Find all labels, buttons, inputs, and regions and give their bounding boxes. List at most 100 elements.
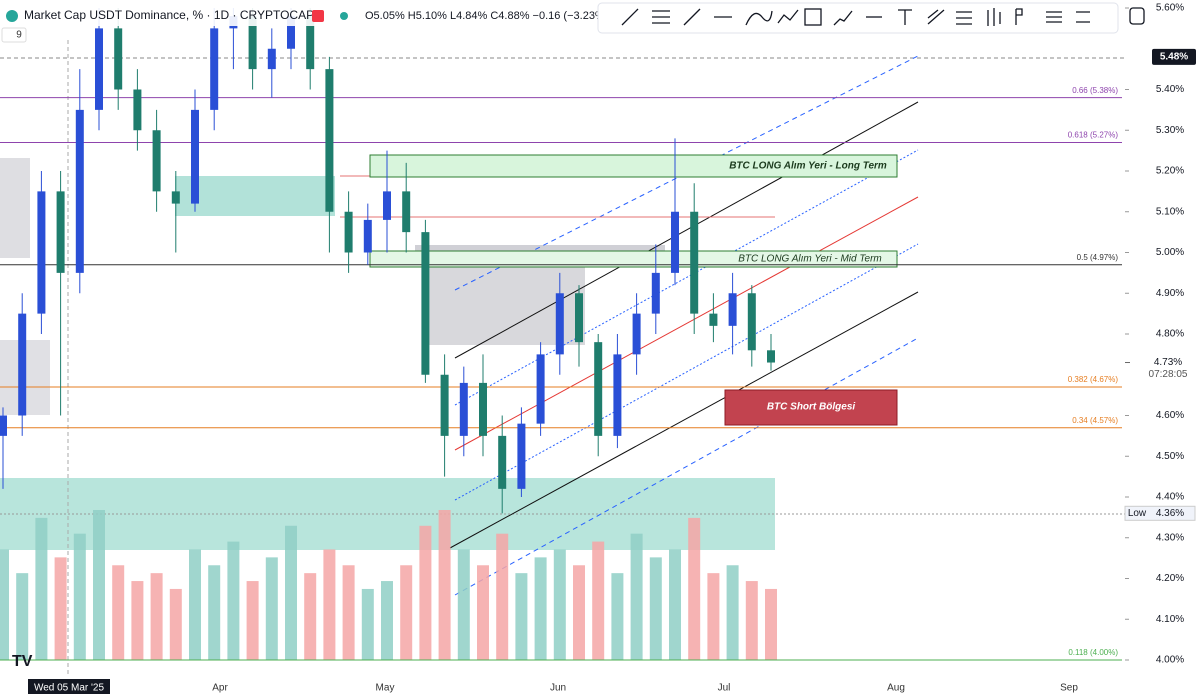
- current-price: 4.73%: [1154, 357, 1182, 368]
- volume-bar: [0, 549, 9, 660]
- candle-body: [363, 219, 372, 253]
- volume-bar: [112, 565, 125, 660]
- candle-body: [709, 313, 718, 326]
- date-label: Wed 05 Mar '25: [34, 683, 105, 694]
- y-tick-label: 5.60%: [1156, 3, 1184, 14]
- fib-label: 0.5 (4.97%): [1077, 253, 1119, 262]
- volume-bar: [54, 557, 67, 660]
- tool[interactable]: [927, 9, 945, 25]
- low-box: [1124, 505, 1196, 521]
- date-box: [28, 679, 110, 694]
- tool[interactable]: [898, 9, 912, 25]
- candle-body: [517, 423, 526, 489]
- tool[interactable]: [621, 8, 639, 26]
- candle-body: [594, 342, 603, 436]
- candle-body: [671, 211, 679, 273]
- y-tick-label: 5.40%: [1156, 84, 1184, 95]
- candle-body: [56, 191, 65, 273]
- time-axis: [0, 676, 1125, 694]
- channel-mid: [454, 196, 919, 451]
- tool[interactable]: [745, 10, 773, 26]
- date-label: Jul: [718, 683, 731, 694]
- volume-bar: [630, 533, 643, 660]
- tool[interactable]: [804, 8, 822, 26]
- tool[interactable]: [956, 11, 972, 25]
- zones: [0, 40, 1125, 680]
- candle-body: [0, 415, 7, 436]
- volume-bar: [342, 565, 355, 660]
- volume-bar: [208, 565, 221, 660]
- candle-body: [421, 232, 430, 375]
- levels: 0.66 (5.38%) 0.618 (5.27%) 0.5 (4.97%) 0.38…: [0, 86, 1122, 661]
- indicator-toggle[interactable]: [1, 27, 27, 43]
- tool[interactable]: [1076, 11, 1090, 23]
- tool[interactable]: [652, 10, 670, 24]
- logo: TV: [12, 653, 33, 670]
- fib-label: 0.618 (5.27%): [1068, 131, 1119, 140]
- channel-outer: [454, 337, 919, 596]
- y-tick-label: 4.20%: [1156, 573, 1184, 584]
- symbol-icon[interactable]: [6, 10, 18, 22]
- y-tick-label: 4.30%: [1156, 532, 1184, 543]
- volume-bar: [150, 573, 163, 660]
- candle-body: [440, 374, 449, 436]
- volume-bar: [765, 588, 777, 660]
- date-label: May: [376, 683, 395, 694]
- volume-bar: [515, 573, 528, 660]
- indicator-count: 9: [16, 30, 22, 41]
- volume-bar: [553, 549, 566, 660]
- candle-body: [402, 191, 411, 233]
- volume-bar: [35, 517, 48, 660]
- volume-bar: [381, 581, 393, 660]
- volume-bar: [669, 549, 681, 660]
- tool[interactable]: [683, 8, 701, 26]
- symbol-title[interactable]: Market Cap USDT Dominance, % · 1D · CRYP…: [24, 8, 314, 22]
- y-tick-label: 4.00%: [1156, 655, 1184, 666]
- volume-bar: [285, 525, 297, 660]
- y-tick-label: 4.10%: [1156, 614, 1184, 625]
- candle-body: [747, 293, 756, 351]
- channel-inner: [454, 243, 919, 501]
- y-tick-label: 5.00%: [1156, 247, 1184, 258]
- volume-bar: [265, 557, 278, 660]
- low-name: Low: [1128, 508, 1147, 519]
- candle-body: [191, 109, 199, 204]
- ohlc: O5.05% H5.10% L4.84% C4.88% −0.16 (−3.23…: [365, 10, 608, 22]
- candle-body: [613, 354, 622, 436]
- candle-body: [210, 28, 219, 110]
- zone: [0, 158, 30, 258]
- candle-body: [536, 354, 545, 424]
- candle-body: [248, 16, 257, 70]
- drawing-toolbar: [597, 2, 1119, 34]
- y-tick-label: 4.50%: [1156, 451, 1184, 462]
- y-tick-label: 5.10%: [1156, 206, 1184, 217]
- tool[interactable]: [1046, 11, 1062, 23]
- tool[interactable]: [833, 10, 853, 26]
- annotation: BTC Short Bölgesi: [767, 402, 856, 413]
- channel-line: [449, 291, 919, 549]
- volume-bar: [592, 541, 605, 660]
- volume-bar: [93, 510, 105, 660]
- volume-bar: [131, 581, 144, 660]
- date-label: Aug: [887, 683, 905, 694]
- volume-bar: [649, 557, 662, 660]
- tool[interactable]: [987, 8, 1001, 26]
- date-label: Jun: [550, 683, 566, 694]
- candle-body: [728, 293, 737, 326]
- volume-bar: [611, 573, 624, 660]
- candle-body: [479, 382, 487, 436]
- candle-body: [306, 16, 315, 70]
- y-tick-label: 4.90%: [1156, 288, 1184, 299]
- screenshot-button[interactable]: [1129, 7, 1145, 25]
- annotation: BTC LONG Alım Yeri - Mid Term: [738, 254, 882, 265]
- tool[interactable]: [1015, 8, 1023, 25]
- annotation: BTC LONG Alım Yeri - Long Term: [729, 161, 887, 172]
- channel-inner: [454, 149, 919, 406]
- flag[interactable]: [312, 10, 324, 22]
- tool[interactable]: [777, 9, 799, 24]
- y-tick-label: 4.60%: [1156, 410, 1184, 421]
- volume-bar: [189, 549, 201, 660]
- candle-body: [171, 191, 180, 204]
- price-axis: [1125, 0, 1200, 694]
- last-price-box: [1152, 48, 1196, 65]
